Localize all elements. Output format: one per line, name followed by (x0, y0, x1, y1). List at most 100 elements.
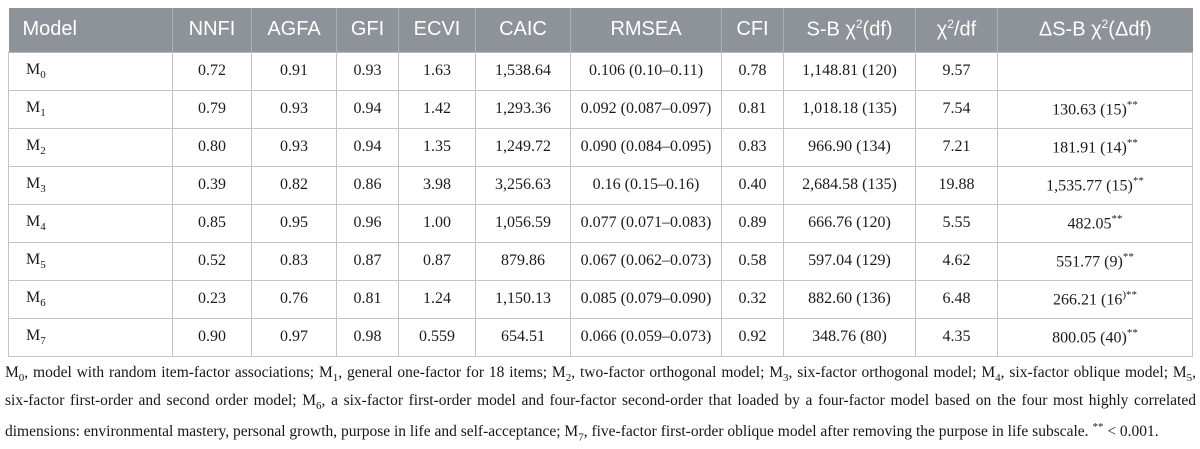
table-cell: 3.98 (398, 165, 476, 205)
table-cell: 666.76 (120) (783, 203, 916, 243)
table-cell: 266.21 (16)** (997, 279, 1193, 319)
table-cell: 1,148.81 (120) (783, 52, 916, 91)
table-cell: 0.93 (336, 52, 399, 91)
table-cell: M4 (8, 203, 173, 243)
table-cell: 0.559 (398, 317, 476, 357)
header-cell: CAIC (475, 8, 571, 53)
table-cell: 1,056.59 (475, 203, 571, 243)
table-cell: 879.86 (475, 241, 571, 281)
table-cell: 0.40 (721, 165, 784, 205)
table-cell: 0.91 (251, 52, 337, 91)
table-cell: 0.93 (251, 89, 337, 129)
model-fit-table: Model NNFI AGFA GFI ECVI CAIC RMSEA CFI S-B χ2(d… (8, 8, 1193, 357)
table-row: M2 0.80 0.93 0.94 1.35 1,249.72 0.090 (0.084–0… (8, 127, 1193, 167)
table-cell: 0.077 (0.071–0.083) (570, 203, 722, 243)
table-cell: 348.76 (80) (783, 317, 916, 357)
table-cell: 0.78 (721, 52, 784, 91)
table-cell: 1,293.36 (475, 89, 571, 129)
table-cell: 3,256.63 (475, 165, 571, 205)
fit-indices-table: Model NNFI AGFA GFI ECVI CAIC RMSEA CFI S-B χ2(d… (8, 8, 1193, 357)
table-cell: 0.97 (251, 317, 337, 357)
table-cell: 0.95 (251, 203, 337, 243)
table-cell: M2 (8, 127, 173, 167)
table-cell: 0.85 (172, 203, 252, 243)
table-cell: 551.77 (9)** (997, 241, 1193, 281)
table-cell: 4.62 (915, 241, 998, 281)
table-row: M6 0.23 0.76 0.81 1.24 1,150.13 0.085 (0.079–0… (8, 279, 1193, 319)
header-cell: AGFA (251, 8, 337, 53)
table-cell: 130.63 (15)** (997, 89, 1193, 129)
table-cell: 4.35 (915, 317, 998, 357)
table-cell: 0.94 (336, 89, 399, 129)
header-cell: Model (8, 8, 173, 53)
table-cell: 19.88 (915, 165, 998, 205)
table-cell: 0.83 (721, 127, 784, 167)
table-cell: 0.067 (0.062–0.073) (570, 241, 722, 281)
table-cell: M0 (8, 52, 173, 91)
table-cell: 0.90 (172, 317, 252, 357)
table-cell: 1.00 (398, 203, 476, 243)
table-cell: 1,535.77 (15)** (997, 165, 1193, 205)
table-cell: 0.32 (721, 279, 784, 319)
table-cell: 1.42 (398, 89, 476, 129)
table-cell: 597.04 (129) (783, 241, 916, 281)
table-cell: M6 (8, 279, 173, 319)
table-row: M1 0.79 0.93 0.94 1.42 1,293.36 0.092 (0.087–0… (8, 89, 1193, 129)
table-cell: 7.54 (915, 89, 998, 129)
table-cell: 0.39 (172, 165, 252, 205)
table-cell: 0.89 (721, 203, 784, 243)
table-cell: 1.63 (398, 52, 476, 91)
table-cell: M1 (8, 89, 173, 129)
table-cell: 1,249.72 (475, 127, 571, 167)
header-cell: RMSEA (570, 8, 722, 53)
table-cell: M3 (8, 165, 173, 205)
table-cell: 7.21 (915, 127, 998, 167)
table-cell: 0.092 (0.087–0.097) (570, 89, 722, 129)
table-cell: 0.52 (172, 241, 252, 281)
table-cell: 0.80 (172, 127, 252, 167)
table-body: M0 0.72 0.91 0.93 1.63 1,538.64 0.106 (0.10–0.… (8, 52, 1193, 357)
table-cell: 1.24 (398, 279, 476, 319)
table-cell: 882.60 (136) (783, 279, 916, 319)
header-cell: S-B χ2(df) (783, 8, 916, 53)
table-cell: 9.57 (915, 52, 998, 91)
table-row: M3 0.39 0.82 0.86 3.98 3,256.63 0.16 (0.15–0.1… (8, 165, 1193, 205)
table-cell: 0.72 (172, 52, 252, 91)
table-cell: 0.83 (251, 241, 337, 281)
table-row: M5 0.52 0.83 0.87 0.87 879.86 0.067 (0.062–0.0… (8, 241, 1193, 281)
table-cell: 1,150.13 (475, 279, 571, 319)
table-cell (997, 52, 1193, 91)
table-cell: 0.87 (398, 241, 476, 281)
table-row: M7 0.90 0.97 0.98 0.559 654.51 0.066 (0.059–0.… (8, 317, 1193, 357)
header-cell: ECVI (398, 8, 476, 53)
table-cell: 482.05** (997, 203, 1193, 243)
table-cell: 1,538.64 (475, 52, 571, 91)
table-cell: 0.96 (336, 203, 399, 243)
header-cell: χ2/df (915, 8, 998, 53)
table-row: M4 0.85 0.95 0.96 1.00 1,056.59 0.077 (0.071–0… (8, 203, 1193, 243)
table-cell: 0.94 (336, 127, 399, 167)
table-cell: 0.82 (251, 165, 337, 205)
table-cell: 0.86 (336, 165, 399, 205)
header-cell: ΔS-B χ2(Δdf) (997, 8, 1193, 53)
table-cell: 0.98 (336, 317, 399, 357)
table-cell: 0.58 (721, 241, 784, 281)
header-row: Model NNFI AGFA GFI ECVI CAIC RMSEA CFI S-B χ2(d… (8, 8, 1193, 53)
table-cell: 800.05 (40)** (997, 317, 1193, 357)
table-cell: 181.91 (14)** (997, 127, 1193, 167)
header-cell: NNFI (172, 8, 252, 53)
header-cell: CFI (721, 8, 784, 53)
table-cell: 1,018.18 (135) (783, 89, 916, 129)
table-cell: 966.90 (134) (783, 127, 916, 167)
table-cell: 2,684.58 (135) (783, 165, 916, 205)
table-cell: 0.23 (172, 279, 252, 319)
table-cell: 0.81 (336, 279, 399, 319)
table-cell: 0.76 (251, 279, 337, 319)
table-cell: 0.93 (251, 127, 337, 167)
table-row: M0 0.72 0.91 0.93 1.63 1,538.64 0.106 (0.10–0.… (8, 52, 1193, 91)
table-cell: 0.79 (172, 89, 252, 129)
table-cell: 0.085 (0.079–0.090) (570, 279, 722, 319)
table-footnote: M0, model with random item-factor associ… (5, 364, 1196, 444)
table-cell: M7 (8, 317, 173, 357)
table-cell: 0.090 (0.084–0.095) (570, 127, 722, 167)
